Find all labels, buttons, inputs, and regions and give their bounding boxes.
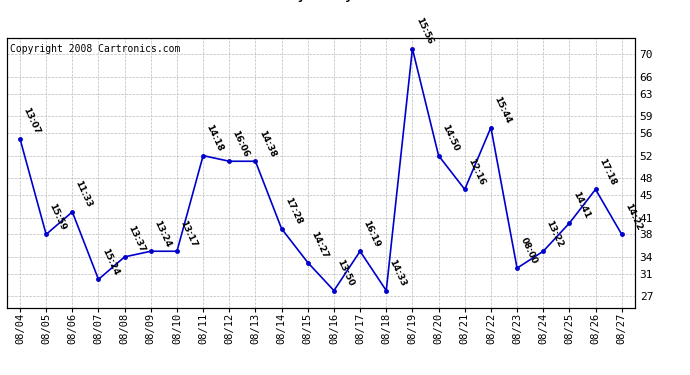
Text: 14:41: 14:41 bbox=[571, 190, 591, 220]
Text: 15:56: 15:56 bbox=[414, 16, 434, 46]
Text: 16:06: 16:06 bbox=[230, 129, 251, 159]
Text: Outdoor Humidity Daily Low 20080828: Outdoor Humidity Daily Low 20080828 bbox=[159, 0, 482, 2]
Text: 12:16: 12:16 bbox=[466, 157, 486, 187]
Text: 14:18: 14:18 bbox=[204, 123, 225, 153]
Text: 15:59: 15:59 bbox=[48, 202, 68, 232]
Text: 11:33: 11:33 bbox=[74, 179, 94, 209]
Text: Copyright 2008 Cartronics.com: Copyright 2008 Cartronics.com bbox=[10, 44, 180, 54]
Text: 08:00: 08:00 bbox=[518, 236, 539, 266]
Text: 14:50: 14:50 bbox=[440, 123, 460, 153]
Text: 13:50: 13:50 bbox=[335, 258, 355, 288]
Text: 15:44: 15:44 bbox=[492, 95, 513, 125]
Text: 14:33: 14:33 bbox=[388, 258, 408, 288]
Text: 17:18: 17:18 bbox=[597, 157, 618, 187]
Text: 13:07: 13:07 bbox=[21, 106, 41, 136]
Text: 17:28: 17:28 bbox=[283, 196, 304, 226]
Text: 13:24: 13:24 bbox=[152, 219, 172, 249]
Text: 14:22: 14:22 bbox=[623, 202, 643, 232]
Text: 13:37: 13:37 bbox=[126, 224, 146, 254]
Text: 14:27: 14:27 bbox=[309, 230, 330, 260]
Text: 13:22: 13:22 bbox=[544, 219, 565, 249]
Text: 16:19: 16:19 bbox=[362, 219, 382, 249]
Text: 15:24: 15:24 bbox=[100, 247, 120, 277]
Text: 13:17: 13:17 bbox=[178, 219, 199, 249]
Text: 14:38: 14:38 bbox=[257, 129, 277, 159]
